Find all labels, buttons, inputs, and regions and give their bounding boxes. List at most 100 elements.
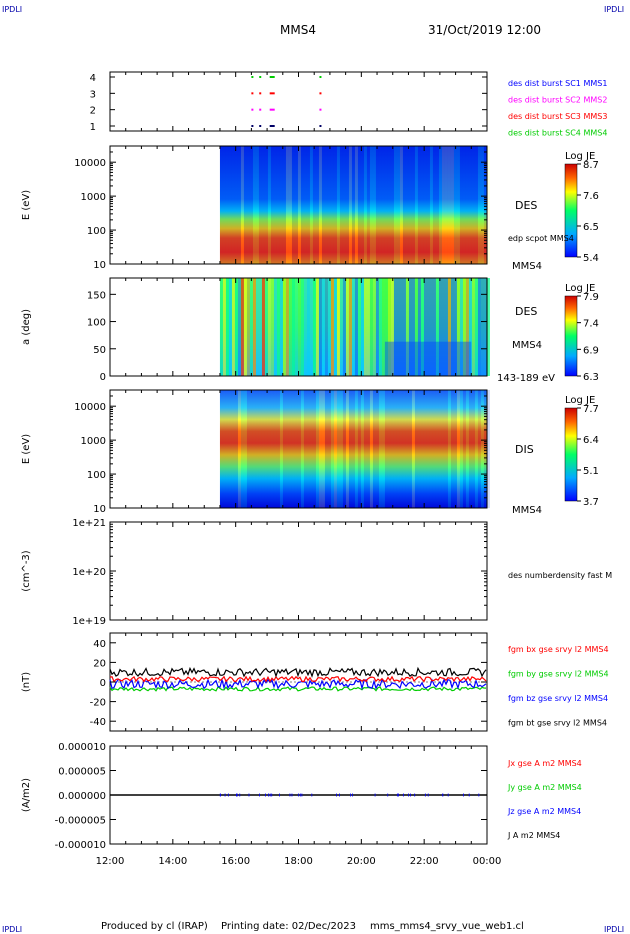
heatmap-streak xyxy=(219,390,223,508)
y-tick-label: 1 xyxy=(90,122,96,133)
heatmap-streak xyxy=(429,390,433,508)
heatmap-streak xyxy=(279,278,283,376)
heatmap-streak xyxy=(261,146,265,264)
y-tick-label: -0.000005 xyxy=(55,816,106,827)
burst-mark xyxy=(269,125,275,127)
y-tick-label: 0.000000 xyxy=(58,791,106,802)
x-tick-label: 18:00 xyxy=(284,856,313,867)
heatmap-streak xyxy=(396,278,400,376)
legend-entry: Jy gse A m2 MMS4 xyxy=(507,783,582,792)
burst-mark xyxy=(319,76,322,78)
heatmap-streak xyxy=(423,390,427,508)
y-tick-label: 150 xyxy=(87,290,106,301)
y-tick-label: 0.000010 xyxy=(58,742,106,753)
colorbar xyxy=(564,407,578,502)
heatmap-streak xyxy=(276,390,280,508)
y-axis-label: E (eV) xyxy=(21,434,32,464)
heatmap-streak xyxy=(468,390,472,508)
heatmap-streak xyxy=(243,278,247,376)
burst-mark xyxy=(259,108,262,111)
y-tick-label: 20 xyxy=(93,658,106,669)
heatmap-streak xyxy=(387,146,391,264)
heatmap-streak xyxy=(483,278,487,376)
colorbar-tick-label: 7.6 xyxy=(583,191,599,202)
heatmap-streak xyxy=(405,390,409,508)
colorbar-title: Log JE xyxy=(565,395,595,406)
heatmap-streak xyxy=(291,390,295,508)
spacecraft-title: MMS4 xyxy=(280,23,316,37)
heatmap-streak xyxy=(372,390,376,508)
heatmap-streak xyxy=(396,390,400,508)
heatmap-streak xyxy=(408,390,412,508)
legend-entry: des dist burst SC2 MMS2 xyxy=(508,96,607,105)
heatmap-streak xyxy=(345,146,349,264)
heatmap-streak xyxy=(222,146,226,264)
heatmap-streak xyxy=(300,278,304,376)
y-tick-label: 3 xyxy=(90,89,96,100)
heatmap-streak xyxy=(249,278,253,376)
heatmap-streak xyxy=(387,390,391,508)
heatmap-streak xyxy=(318,146,322,264)
heatmap-streak xyxy=(339,146,343,264)
heatmap-streak xyxy=(273,278,277,376)
heatmap-streak xyxy=(267,146,271,264)
heatmap-streak xyxy=(477,146,481,264)
burst-mark xyxy=(251,76,254,78)
heatmap-patch xyxy=(384,341,472,376)
heatmap-streak xyxy=(378,390,382,508)
heatmap-streak xyxy=(405,278,409,376)
heatmap-streak xyxy=(429,278,433,376)
heatmap-streak xyxy=(291,278,295,376)
heatmap-streak xyxy=(345,390,349,508)
heatmap-streak xyxy=(456,390,460,508)
burst-mark xyxy=(269,92,275,95)
heatmap-streak xyxy=(324,278,328,376)
legend-entry: des dist burst SC4 MMS4 xyxy=(508,129,607,138)
heatmap-streak xyxy=(321,278,325,376)
heatmap-streak xyxy=(393,390,397,508)
heatmap-streak xyxy=(438,390,442,508)
legend-entry: Jz gse A m2 MMS4 xyxy=(507,807,581,816)
heatmap-streak xyxy=(303,278,307,376)
heatmap-streak xyxy=(336,146,340,264)
heatmap-streak xyxy=(225,390,229,508)
heatmap-background xyxy=(219,146,488,264)
heatmap-streak xyxy=(252,390,256,508)
heatmap-streak xyxy=(432,278,436,376)
heatmap-streak xyxy=(441,146,445,264)
heatmap-streak xyxy=(234,390,238,508)
heatmap-streak xyxy=(408,146,412,264)
heatmap-streak xyxy=(477,278,481,376)
heatmap-streak xyxy=(438,278,442,376)
heatmap-streak xyxy=(450,146,454,264)
heatmap-streak xyxy=(435,146,439,264)
heatmap-streak xyxy=(462,390,466,508)
heatmap-streak xyxy=(378,278,382,376)
x-tick-label: 20:00 xyxy=(347,856,376,867)
y-tick-label: -0.000010 xyxy=(55,840,106,851)
heatmap-streak xyxy=(264,278,268,376)
heatmap-streak xyxy=(231,390,235,508)
y-tick-label: 50 xyxy=(93,345,106,356)
heatmap-streak xyxy=(339,278,343,376)
heatmap-streak xyxy=(369,278,373,376)
y-tick-label: -40 xyxy=(90,717,106,728)
x-tick-label: 00:00 xyxy=(473,856,502,867)
y-tick-label: 1000 xyxy=(81,436,106,447)
heatmap-streak xyxy=(330,146,334,264)
panel-frame-0 xyxy=(109,71,488,132)
heatmap-streak xyxy=(360,278,364,376)
heatmap-streak xyxy=(258,390,262,508)
heatmap-background xyxy=(219,390,488,508)
heatmap-streak xyxy=(330,278,334,376)
burst-mark xyxy=(319,125,322,127)
x-tick-label: 22:00 xyxy=(410,856,439,867)
y-tick-label: 1e+20 xyxy=(72,567,106,578)
heatmap-streak xyxy=(396,146,400,264)
panel-instrument-label: DIS xyxy=(515,443,534,456)
heatmap-streak xyxy=(234,278,238,376)
series-line xyxy=(109,677,487,691)
y-tick-label: 100 xyxy=(87,226,106,237)
colorbar xyxy=(564,163,578,258)
heatmap-streak xyxy=(486,390,490,508)
